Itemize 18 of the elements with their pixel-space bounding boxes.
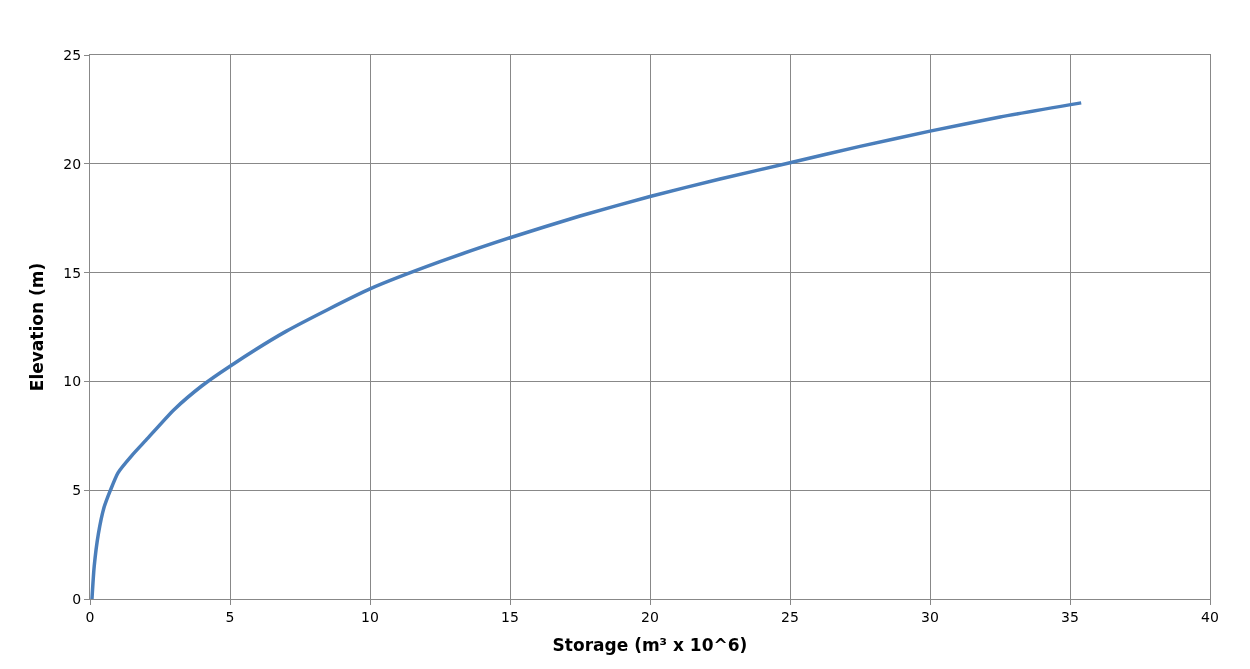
x-tick-label: 10 [361, 608, 379, 625]
x-tick-label: 40 [1201, 608, 1219, 625]
y-axis-title: Elevation (m) [26, 262, 47, 392]
x-tick-label: 5 [225, 608, 235, 625]
x-tick-label: 30 [921, 608, 939, 625]
x-tick-label: 35 [1061, 608, 1079, 625]
y-tick-label: 25 [63, 46, 82, 63]
x-tick-label: 0 [85, 608, 95, 625]
x-tick-label: 25 [781, 608, 799, 625]
y-tick-label: 10 [63, 373, 82, 390]
line-series [90, 101, 1083, 599]
x-tick-label: 20 [641, 608, 659, 625]
y-tick-label: 5 [72, 482, 82, 499]
y-tick-label: 0 [72, 590, 82, 607]
y-tick-label: 20 [63, 155, 82, 172]
y-tick-label: 15 [63, 264, 82, 281]
x-tick-label: 15 [501, 608, 519, 625]
x-axis-title: Storage (m³ x 10^6) [552, 635, 748, 656]
